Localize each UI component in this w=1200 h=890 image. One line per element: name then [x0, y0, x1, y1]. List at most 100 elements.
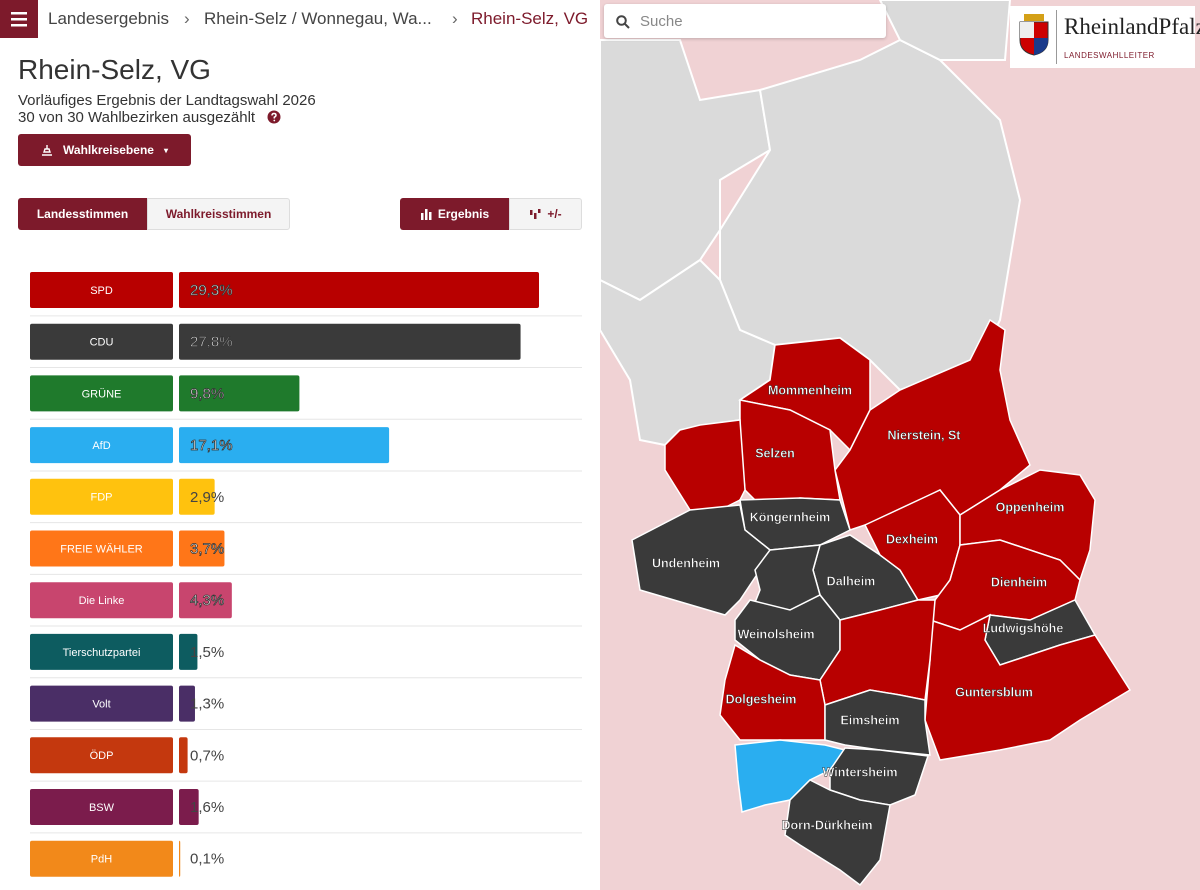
- page-title: Rhein-Selz, VG: [18, 54, 211, 85]
- menu-icon: [11, 12, 27, 27]
- region-label: Guntersblum: [955, 685, 1033, 699]
- caret: ▾: [163, 145, 168, 155]
- separator: ›: [184, 9, 190, 28]
- value-label: 1,5%: [190, 644, 224, 661]
- tab-label: +/-: [547, 207, 562, 221]
- label-box: [30, 582, 173, 619]
- breadcrumb[interactable]: Landesergebnis: [48, 9, 169, 28]
- label-box: [30, 840, 173, 877]
- search-icon: [616, 15, 630, 29]
- coat-of-arms: [1019, 14, 1049, 56]
- tab[interactable]: Wahlkreisstimmen: [147, 198, 290, 230]
- party-label: ÖDP: [90, 750, 114, 762]
- label-box: [30, 375, 173, 412]
- party-label: Die Linke: [79, 595, 125, 607]
- bar: [179, 582, 232, 619]
- breadcrumb: Rhein-Selz, VG: [471, 9, 589, 28]
- value-label: 17,1%: [190, 437, 233, 454]
- neighbor-areas: [600, 0, 1022, 447]
- region-label: Dexheim: [886, 532, 938, 546]
- button-label: Wahlkreisebene: [63, 143, 154, 157]
- party-label: BSW: [89, 802, 115, 814]
- value-label: 0,7%: [190, 747, 224, 764]
- party-label: FREIE WÄHLER: [60, 543, 143, 555]
- bar: [179, 737, 188, 774]
- value-label: 1,3%: [190, 696, 224, 713]
- label-box: [30, 633, 173, 670]
- region-label: Ludwigshöhe: [983, 621, 1064, 635]
- icon: [420, 209, 432, 220]
- count-note: 30 von 30 Wahlbezirken ausgezählt: [18, 109, 256, 126]
- party-label: CDU: [90, 337, 114, 349]
- region-label: Undenheim: [652, 556, 720, 570]
- logo-subtitle: LANDESWAHLLEITER: [1064, 51, 1155, 60]
- icon: [42, 145, 53, 156]
- value-label: 0,1%: [190, 851, 224, 868]
- label-box: [30, 272, 173, 308]
- bar: [179, 789, 199, 825]
- party-label: Volt: [92, 699, 110, 711]
- party-label: Tierschutzpartei: [63, 647, 141, 659]
- separator: ›: [452, 9, 458, 28]
- breadcrumb[interactable]: Rhein-Selz / Wonnegau, Wa...: [204, 9, 432, 28]
- region-label: Eimsheim: [840, 713, 899, 727]
- tab-label: Ergebnis: [437, 207, 490, 221]
- region-label: Dalheim: [827, 574, 876, 588]
- search-box[interactable]: Suche: [604, 4, 886, 38]
- bar: [179, 633, 198, 670]
- region[interactable]: [924, 613, 1132, 761]
- region-label: Mommenheim: [768, 383, 852, 397]
- region[interactable]: [738, 337, 871, 452]
- value-label: 2,9%: [190, 489, 224, 506]
- regions: [631, 318, 1132, 887]
- value-label: 29,3%: [190, 282, 233, 299]
- bar: [179, 375, 300, 412]
- region-label: Wintersheim: [823, 765, 898, 779]
- region[interactable]: [834, 318, 1031, 531]
- map: Mommenheim Nierstein, St Selzen Köngernheim…: [600, 0, 1200, 890]
- bar: [179, 840, 181, 877]
- tab[interactable]: Landesstimmen: [18, 198, 147, 230]
- menu-button[interactable]: [0, 0, 38, 38]
- bar: [179, 427, 390, 464]
- value-label: 27,8%: [190, 334, 233, 351]
- logo-text: RheinlandPfalz: [1064, 14, 1200, 39]
- party-label: FDP: [91, 492, 113, 504]
- region-label: Dorn-Dürkheim: [782, 818, 873, 832]
- tab[interactable]: +/-: [509, 198, 582, 230]
- tab[interactable]: Ergebnis: [400, 198, 509, 230]
- party-label: GRÜNE: [82, 388, 122, 400]
- label-box: [30, 478, 173, 515]
- bar: [179, 323, 521, 360]
- party-label: SPD: [90, 285, 113, 297]
- value-label: 1,6%: [190, 799, 224, 816]
- region-labels: Mommenheim Nierstein, St Selzen Köngernheim…: [652, 383, 1065, 832]
- bar: [179, 272, 539, 308]
- label-box: [30, 737, 173, 774]
- level-button[interactable]: Wahlkreisebene ▾: [18, 134, 191, 166]
- bar: [179, 530, 225, 567]
- value-label: 3,7%: [190, 540, 224, 557]
- search-placeholder: Suche: [640, 13, 683, 30]
- region-label: Dienheim: [991, 575, 1047, 589]
- logo: RheinlandPfalz LANDESWAHLLEITER: [1010, 6, 1200, 68]
- value-label: 4,3%: [190, 592, 224, 609]
- region[interactable]: [664, 419, 746, 511]
- region-label: Nierstein, St: [888, 428, 962, 442]
- region[interactable]: [824, 689, 931, 756]
- label-box: [30, 427, 173, 464]
- help-icon[interactable]: [267, 110, 281, 124]
- label-box: [30, 789, 173, 825]
- party-label: PdH: [91, 854, 112, 866]
- region-label: Oppenheim: [996, 500, 1065, 514]
- bar: [179, 685, 195, 722]
- region-label: Weinolsheim: [738, 627, 815, 641]
- party-label: AfD: [92, 440, 110, 452]
- divider: [1056, 10, 1057, 64]
- label-box: [30, 323, 173, 360]
- label-box: [30, 530, 173, 567]
- bar: [179, 478, 215, 515]
- region[interactable]: [784, 779, 891, 887]
- region-label: Köngernheim: [750, 510, 831, 524]
